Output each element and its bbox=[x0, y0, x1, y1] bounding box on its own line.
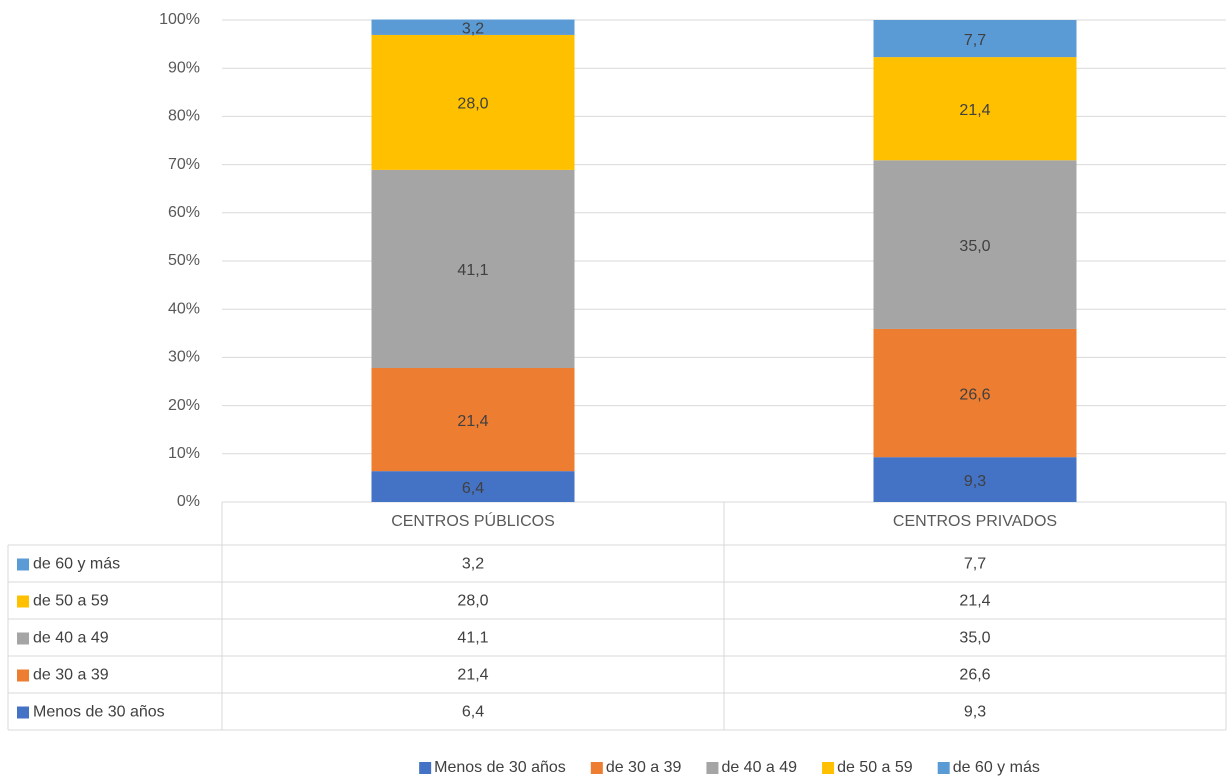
table-row-label: de 60 y más bbox=[33, 556, 120, 573]
data-label: 9,3 bbox=[964, 473, 986, 490]
table-cell: 41,1 bbox=[457, 630, 488, 647]
y-tick-label: 20% bbox=[168, 397, 200, 414]
legend-label: de 50 a 59 bbox=[837, 759, 913, 776]
legend-label: de 40 a 49 bbox=[721, 759, 797, 776]
table-cell: 7,7 bbox=[964, 556, 986, 573]
data-label: 3,2 bbox=[462, 20, 484, 37]
x-tick-label: CENTROS PÚBLICOS bbox=[391, 511, 555, 530]
data-label: 28,0 bbox=[457, 96, 488, 113]
table-cell: 21,4 bbox=[959, 593, 990, 610]
bar-segment bbox=[873, 160, 1077, 329]
legend-key bbox=[822, 762, 835, 774]
data-label: 7,7 bbox=[964, 32, 986, 49]
y-tick-label: 40% bbox=[168, 300, 200, 317]
y-tick-label: 60% bbox=[168, 204, 200, 221]
legend-key bbox=[937, 762, 950, 774]
legend-label: de 60 y más bbox=[953, 759, 1040, 776]
legend-label: de 30 a 39 bbox=[606, 759, 682, 776]
y-tick-label: 70% bbox=[168, 156, 200, 173]
legend-key bbox=[590, 762, 603, 774]
table-row-label: Menos de 30 años bbox=[33, 704, 165, 721]
table-cell: 9,3 bbox=[964, 704, 986, 721]
table-cell: 35,0 bbox=[959, 630, 990, 647]
data-label: 41,1 bbox=[457, 262, 488, 279]
bar-segment bbox=[873, 328, 1077, 458]
table-cell: 28,0 bbox=[457, 593, 488, 610]
table-cell: 21,4 bbox=[457, 667, 488, 684]
table-cell: 3,2 bbox=[462, 556, 484, 573]
legend-label: Menos de 30 años bbox=[434, 759, 566, 776]
bar-segment bbox=[371, 368, 575, 472]
data-label: 35,0 bbox=[959, 238, 990, 255]
bar-segment bbox=[371, 34, 575, 170]
table-cell: 26,6 bbox=[959, 667, 990, 684]
table-legend-key bbox=[17, 595, 29, 608]
data-label: 21,4 bbox=[457, 413, 488, 430]
table-legend-key bbox=[17, 669, 29, 682]
data-label: 26,6 bbox=[959, 386, 990, 403]
y-tick-label: 90% bbox=[168, 59, 200, 76]
table-legend-key bbox=[17, 632, 29, 645]
bar-segment bbox=[873, 20, 1077, 58]
data-label: 21,4 bbox=[959, 102, 990, 119]
y-tick-label: 100% bbox=[159, 11, 200, 28]
y-tick-label: 0% bbox=[177, 493, 200, 510]
bar-segment bbox=[371, 169, 575, 369]
table-legend-key bbox=[17, 706, 29, 719]
y-tick-label: 80% bbox=[168, 108, 200, 125]
table-cell: 6,4 bbox=[462, 704, 484, 721]
legend-key bbox=[706, 762, 719, 774]
legend-key bbox=[419, 762, 432, 774]
y-tick-label: 30% bbox=[168, 349, 200, 366]
table-row-label: de 40 a 49 bbox=[33, 630, 109, 647]
bar-segment bbox=[873, 57, 1077, 161]
y-tick-label: 50% bbox=[168, 252, 200, 269]
table-row-label: de 30 a 39 bbox=[33, 667, 109, 684]
y-tick-label: 10% bbox=[168, 445, 200, 462]
x-tick-label: CENTROS PRIVADOS bbox=[893, 513, 1057, 530]
bar-segment bbox=[873, 457, 1077, 502]
table-row-label: de 50 a 59 bbox=[33, 593, 109, 610]
bar-segment bbox=[371, 19, 575, 35]
data-label: 6,4 bbox=[462, 480, 484, 497]
bar-segment bbox=[371, 471, 575, 502]
table-legend-key bbox=[17, 558, 29, 571]
